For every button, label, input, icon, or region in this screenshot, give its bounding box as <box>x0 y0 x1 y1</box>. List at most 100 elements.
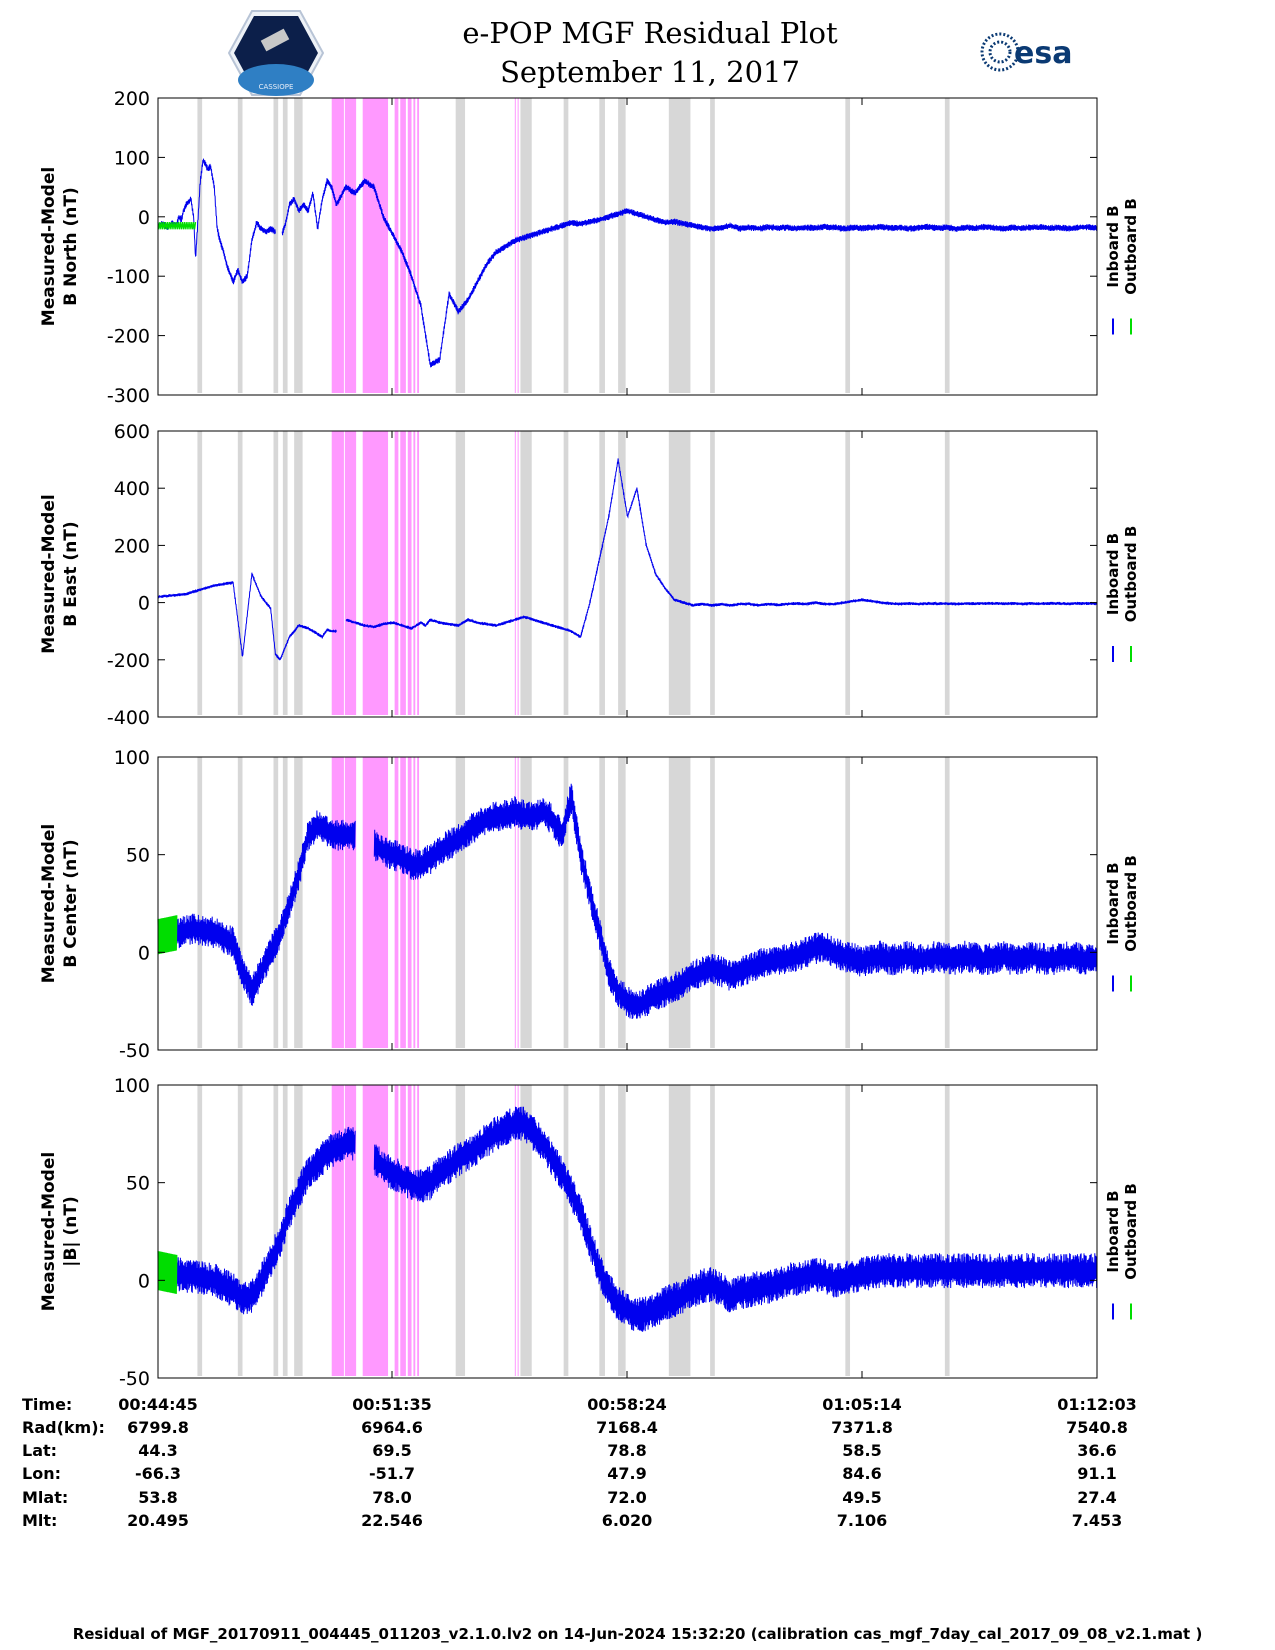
pink-band <box>344 1085 357 1376</box>
legend-outboard-label: Outboard B <box>1122 198 1140 295</box>
gray-band <box>710 98 715 393</box>
y-axis-label: Measured-Model B North (nT) <box>39 167 81 326</box>
pink-band <box>407 1085 412 1376</box>
pink-band <box>331 757 344 1048</box>
outboard-series-line <box>157 1250 178 1294</box>
ephemeris-value: 27.4 <box>1077 1488 1116 1507</box>
legend-labels: Inboard BOutboard B <box>1104 855 1140 952</box>
ephemeris-value: 84.6 <box>842 1464 881 1483</box>
gray-band <box>599 431 605 715</box>
ephemeris-row-label: Lon: <box>22 1464 61 1483</box>
ephemeris-value: 6.020 <box>602 1511 653 1530</box>
gray-band <box>273 1085 279 1376</box>
gray-band <box>563 98 569 393</box>
pink-band <box>344 431 357 715</box>
gray-band <box>197 98 203 393</box>
pink-band <box>407 98 412 393</box>
gray-band <box>710 757 715 1048</box>
ephemeris-value: 53.8 <box>138 1488 177 1507</box>
gray-band <box>273 757 279 1048</box>
pink-band <box>394 431 399 715</box>
cassiope-logo-text: CASSIOPE <box>259 83 294 91</box>
gray-band <box>237 1085 243 1376</box>
gray-band <box>520 98 532 393</box>
ephemeris-value: 72.0 <box>607 1488 646 1507</box>
gray-band <box>455 431 466 715</box>
gray-band <box>520 1085 532 1376</box>
inboard-series-line <box>157 158 1098 368</box>
ephemeris-value: 20.495 <box>127 1511 189 1530</box>
ephemeris-value: 01:05:14 <box>822 1395 902 1414</box>
y-tick-label: 400 <box>114 478 150 500</box>
y-tick-label: 100 <box>114 1075 150 1097</box>
ephemeris-value: 6964.6 <box>361 1418 423 1437</box>
title-block: e-POP MGF Residual Plot September 11, 20… <box>380 14 920 92</box>
y-tick-label: -50 <box>119 1368 150 1390</box>
ephemeris-value: 00:44:45 <box>118 1395 198 1414</box>
ephemeris-table: Time: 00:44:45 00:51:35 00:58:24 01:05:14 01:… <box>22 1395 1137 1530</box>
ephemeris-value: 7.453 <box>1072 1511 1123 1530</box>
legend-outboard-label: Outboard B <box>1122 855 1140 952</box>
legend-outboard-label: Outboard B <box>1122 1183 1140 1280</box>
gray-band <box>455 98 466 393</box>
legend-labels: Inboard BOutboard B <box>1104 526 1140 623</box>
y-axis-label: Measured-Model B East (nT) <box>39 494 81 653</box>
gray-band <box>282 431 288 715</box>
y-tick-label: 0 <box>138 942 150 964</box>
pink-band <box>394 1085 399 1376</box>
y-tick-label: 0 <box>138 1270 150 1292</box>
gray-band <box>710 1085 715 1376</box>
gray-band <box>197 431 203 715</box>
pink-band <box>344 98 357 393</box>
ephemeris-value: 7.106 <box>837 1511 888 1530</box>
gray-band <box>845 431 851 715</box>
y-axis-label-line2: B East (nT) <box>61 521 81 626</box>
panel-4: 100 50 0 -50 Measured-Model |B| (nT) Inboard B… <box>39 1075 1140 1390</box>
legend-inboard-label: Inboard B <box>1104 1190 1122 1272</box>
gray-band <box>618 431 626 715</box>
gray-band <box>455 757 466 1048</box>
ephemeris-row-label: Rad(km): <box>22 1418 105 1437</box>
gray-band <box>273 98 279 393</box>
gray-band <box>944 98 950 393</box>
pink-band <box>417 757 420 1048</box>
y-tick-label: 100 <box>114 147 150 169</box>
esa-logo-text: esa <box>1014 36 1072 71</box>
y-axis-label: Measured-Model B Center (nT) <box>39 824 81 983</box>
ephemeris-row-label: Lat: <box>22 1441 57 1460</box>
gray-band <box>294 1085 303 1376</box>
gray-band <box>237 98 243 393</box>
pink-band <box>517 757 519 1048</box>
y-tick-label: 0 <box>138 593 150 615</box>
y-tick-label: 0 <box>138 207 150 229</box>
pink-band <box>417 98 420 393</box>
pink-band <box>400 431 406 715</box>
legend-inboard-label: Inboard B <box>1104 205 1122 287</box>
y-axis-label: Measured-Model |B| (nT) <box>39 1152 81 1311</box>
ephemeris-value: 6799.8 <box>127 1418 189 1437</box>
gray-band <box>944 1085 950 1376</box>
gray-band <box>618 1085 626 1376</box>
chart-date: September 11, 2017 <box>500 55 800 89</box>
pink-band <box>417 1085 420 1376</box>
y-axis-label-line1: Measured-Model <box>39 167 59 326</box>
y-tick-label: -200 <box>107 326 150 348</box>
y-axis-label-line1: Measured-Model <box>39 1152 59 1311</box>
y-axis-label-line1: Measured-Model <box>39 824 59 983</box>
chart-title: e-POP MGF Residual Plot <box>462 16 838 50</box>
gray-band <box>294 431 303 715</box>
gray-band <box>197 1085 203 1376</box>
gray-band <box>563 431 569 715</box>
gray-band <box>845 98 851 393</box>
pink-band <box>331 431 344 715</box>
y-tick-label: 100 <box>114 747 150 769</box>
gray-band <box>668 98 691 393</box>
gray-band <box>197 757 203 1048</box>
pink-band <box>407 757 412 1048</box>
ephemeris-row-label: Mlat: <box>22 1488 68 1507</box>
legend-labels: Inboard BOutboard B <box>1104 198 1140 295</box>
pink-band <box>400 757 406 1048</box>
outboard-series-line <box>157 222 197 230</box>
panel-3: 100 50 0 -50 Measured-Model B Center (nT) Inbo… <box>39 747 1140 1062</box>
